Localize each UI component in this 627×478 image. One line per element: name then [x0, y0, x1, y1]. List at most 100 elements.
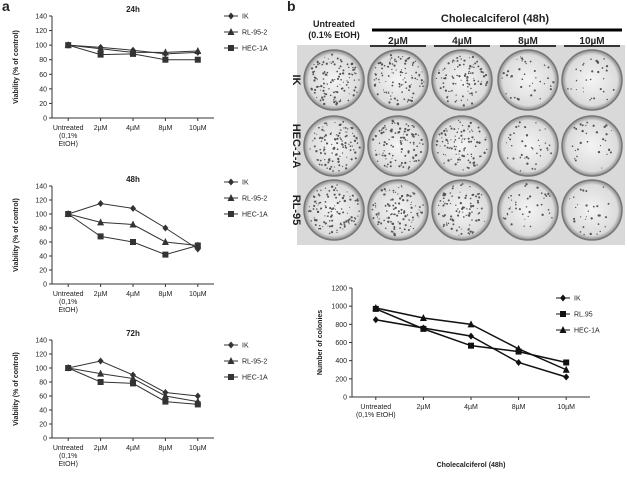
colony	[467, 128, 469, 130]
colony	[414, 205, 416, 207]
colony	[399, 70, 402, 74]
colony	[327, 58, 329, 60]
colony	[342, 69, 345, 72]
colony	[354, 157, 357, 160]
colony	[480, 207, 483, 210]
colony	[410, 84, 412, 86]
marker	[162, 398, 169, 405]
colony	[441, 137, 443, 139]
colony	[473, 79, 476, 82]
colony	[462, 104, 465, 107]
legend-label: HEC-1A	[242, 46, 268, 53]
colony	[443, 67, 446, 70]
x-tick-label: Untreated (0,1% EtOH)	[356, 404, 396, 419]
colony	[391, 222, 394, 225]
colony	[383, 193, 386, 196]
colony	[473, 78, 475, 80]
colony	[478, 192, 481, 195]
colony	[324, 206, 327, 209]
colony	[386, 217, 388, 219]
colony	[388, 189, 391, 191]
colony	[462, 216, 465, 218]
colony	[319, 207, 323, 210]
colony	[353, 139, 357, 142]
colony	[418, 216, 420, 218]
colony	[580, 216, 582, 218]
colony	[605, 69, 608, 72]
colony	[338, 212, 341, 215]
colony	[420, 79, 423, 82]
marker	[97, 233, 104, 240]
colony	[398, 222, 402, 225]
colony	[342, 211, 345, 214]
marker	[161, 48, 169, 56]
colony	[409, 86, 411, 89]
colony	[544, 65, 546, 67]
marker	[161, 238, 169, 245]
legend-marker	[559, 326, 567, 333]
colony	[332, 81, 334, 83]
colony	[411, 76, 414, 79]
colony	[590, 58, 592, 60]
colony	[389, 161, 392, 164]
colony	[339, 65, 342, 68]
colony	[327, 225, 329, 227]
colony	[322, 225, 324, 228]
colony	[604, 216, 608, 219]
colony	[324, 222, 327, 225]
colony	[401, 186, 403, 188]
colony	[504, 217, 507, 220]
colony	[519, 170, 522, 172]
colony	[382, 89, 385, 91]
colony	[459, 201, 463, 205]
colony	[526, 197, 529, 200]
colony	[471, 129, 473, 131]
colony	[509, 133, 512, 136]
colony	[464, 73, 467, 76]
colony	[378, 78, 380, 81]
y-tick-label: 100	[35, 212, 47, 219]
colony	[469, 72, 472, 75]
colony	[455, 229, 458, 232]
colony	[420, 138, 423, 142]
colony	[478, 130, 481, 133]
colony	[390, 98, 392, 100]
colony	[547, 77, 549, 80]
legend-marker	[560, 311, 566, 317]
y-axis-label: Viability (% of control)	[13, 352, 20, 426]
colony	[328, 88, 330, 90]
colony	[540, 203, 543, 206]
colony	[348, 143, 350, 145]
x-tick-label: 4µM	[464, 404, 478, 411]
colony	[394, 191, 397, 193]
colony	[343, 225, 346, 228]
colony	[330, 225, 333, 228]
colony	[468, 70, 470, 73]
colony	[309, 148, 311, 150]
colony	[407, 98, 410, 102]
colony	[383, 150, 385, 152]
colony	[387, 92, 390, 95]
colony	[404, 77, 406, 79]
colony	[413, 192, 416, 195]
colony	[353, 89, 356, 92]
colony	[333, 96, 336, 99]
colony	[315, 65, 318, 69]
colony	[394, 159, 397, 162]
colony	[321, 128, 324, 131]
colony	[347, 221, 350, 223]
x-tick-label: 10µM	[557, 404, 575, 411]
y-tick-label: 140	[35, 184, 47, 191]
colony	[480, 81, 482, 83]
colony	[379, 61, 382, 64]
colony	[460, 184, 463, 187]
colony	[312, 140, 314, 142]
colony	[459, 55, 461, 58]
colony	[341, 224, 343, 226]
marker	[97, 44, 105, 52]
colony	[524, 157, 526, 159]
colony	[335, 153, 338, 156]
colony	[326, 71, 329, 74]
colony	[597, 223, 600, 225]
colony	[535, 163, 537, 166]
